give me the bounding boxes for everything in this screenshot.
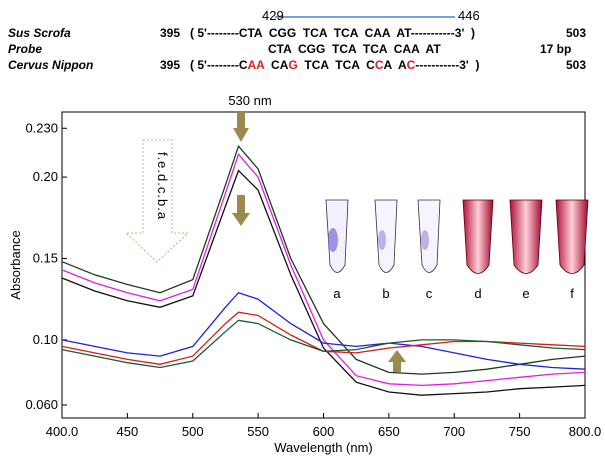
sequence: ( 5'--------CAA CAG TCA TCA CCA AC------…: [190, 58, 479, 72]
sequence: ( 5'--------CTA CGG TCA TCA CAA AT------…: [190, 26, 475, 40]
order-label: f.e.d.c.b.a: [155, 152, 170, 220]
x-tick-label: 450: [117, 424, 139, 439]
sequence-part: AA: [248, 58, 266, 72]
row-name: Cervus Nippon: [8, 58, 93, 72]
tube: [509, 199, 543, 274]
tube: [374, 199, 398, 273]
up-arrow: [388, 350, 406, 372]
row-end: 503: [566, 26, 586, 40]
y-axis-label: Absorbance: [8, 230, 23, 299]
tube-label: d: [474, 286, 481, 301]
sequence-part: A A: [384, 58, 407, 72]
x-tick-label: 750: [509, 424, 531, 439]
marker-end: 446: [458, 8, 480, 23]
sequence-part: TCA TCA C: [298, 58, 375, 72]
tube-label: b: [382, 286, 389, 301]
tube: [555, 199, 589, 274]
order-arrow: [124, 139, 190, 263]
x-tick-label: 400.0: [46, 424, 79, 439]
sequence-part: CTA CGG TCA TCA CAA AT: [268, 42, 441, 56]
tube-label: c: [426, 286, 433, 301]
series-line: [61, 291, 586, 370]
row-end: 503: [566, 58, 586, 72]
tube: [462, 199, 494, 274]
sequence-part: C: [407, 58, 416, 72]
marker-start: 429: [262, 8, 284, 23]
tubes: [325, 199, 589, 274]
row-end: 17 bp: [540, 42, 571, 56]
tube-content: [378, 230, 386, 250]
down-arrow: [232, 195, 250, 226]
series-line: [61, 144, 586, 375]
sequence-part: C: [375, 58, 384, 72]
sequence-part: G: [288, 58, 297, 72]
sequence-part: ( 5'--------C: [190, 58, 248, 72]
sequence: CTA CGG TCA TCA CAA AT: [268, 42, 441, 56]
peak-arrow: [233, 112, 249, 142]
tube-label: e: [522, 286, 529, 301]
y-tick-label: 0.230: [25, 120, 58, 135]
x-tick-label: 500: [182, 424, 204, 439]
row-start: 395: [160, 58, 180, 72]
peak-label: 530 nm: [228, 93, 271, 108]
sequence-part: ( 5'--------CTA CGG TCA TCA CAA AT------…: [190, 26, 475, 40]
tube-label: a: [333, 286, 341, 301]
x-tick-label: 550: [247, 424, 269, 439]
series-line: [61, 311, 586, 365]
sequence-part: CA: [264, 58, 288, 72]
x-axis-label: Wavelength (nm): [274, 440, 373, 455]
x-tick-label: 800.0: [569, 424, 602, 439]
row-name: Sus Scrofa: [8, 26, 71, 40]
x-tick-label: 600: [313, 424, 335, 439]
tube: [417, 199, 441, 273]
tube-content: [421, 230, 429, 250]
series-line: [61, 169, 586, 396]
row-name: Probe: [8, 42, 42, 56]
series-line: [61, 153, 586, 387]
sequence-part: -----------3' ): [415, 58, 479, 72]
row-start: 395: [160, 26, 180, 40]
series-line: [61, 319, 586, 369]
tube-label: f: [570, 286, 574, 301]
y-tick-label: 0.10: [33, 332, 58, 347]
tube-content: [328, 228, 338, 252]
plot-frame: [61, 111, 586, 419]
y-tick-label: 0.20: [33, 169, 58, 184]
y-tick-label: 0.060: [25, 397, 58, 412]
x-tick-label: 650: [378, 424, 400, 439]
y-tick-label: 0.15: [33, 250, 58, 265]
x-tick-label: 700: [443, 424, 465, 439]
